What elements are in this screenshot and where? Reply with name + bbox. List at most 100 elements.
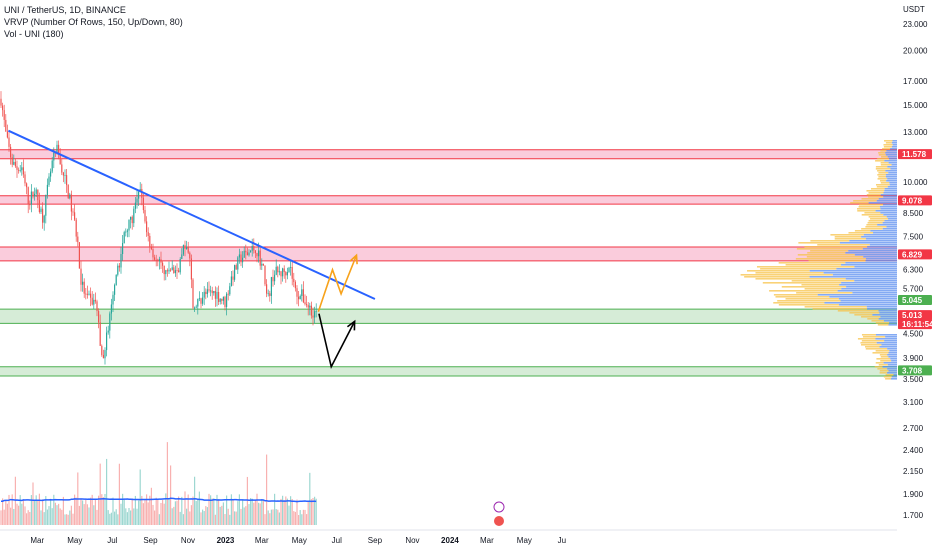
- vp-row-down: [885, 174, 897, 176]
- candle-body: [157, 259, 159, 261]
- price-label-bg-4: [898, 310, 932, 321]
- candle-body: [216, 292, 218, 299]
- vp-row-down: [845, 252, 897, 254]
- volume-bar: [32, 482, 34, 525]
- time-tick-11: 2024: [441, 536, 459, 545]
- vp-row-down: [841, 288, 897, 290]
- vp-row-up: [854, 230, 871, 232]
- vp-row-up: [880, 356, 889, 358]
- vp-row-up: [785, 264, 842, 266]
- vp-row-down: [872, 314, 897, 316]
- volume-bar: [112, 497, 114, 525]
- candle-body: [206, 289, 208, 295]
- price-tick-10: 4.500: [903, 330, 924, 339]
- volume-bar: [131, 498, 133, 525]
- vp-row-up: [865, 226, 887, 228]
- volume-bar: [122, 493, 124, 525]
- volume-bar: [178, 496, 180, 525]
- vp-row-up: [867, 318, 879, 320]
- candle-body: [214, 290, 216, 299]
- candle-body: [43, 215, 45, 223]
- vp-row-up: [857, 210, 876, 212]
- volume-bar: [158, 514, 160, 525]
- price-axis[interactable]: USDT 23.000 20.000 17.000 15.000 13.000 10.000…: [898, 5, 932, 520]
- time-tick-1: May: [67, 536, 82, 545]
- candle-body: [189, 252, 191, 259]
- volume-bar: [80, 498, 82, 525]
- vrvp-indicator-label[interactable]: VRVP (Number Of Rows, 150, Up/Down, 80): [4, 17, 183, 27]
- candle-body: [246, 252, 248, 256]
- candle-body: [155, 259, 157, 261]
- volume-bar: [293, 511, 295, 525]
- volume-bar: [206, 507, 208, 525]
- vp-row-up: [883, 376, 892, 378]
- volume-bar: [126, 512, 128, 525]
- volume-indicator-label[interactable]: Vol - UNI (180): [4, 29, 64, 39]
- price-tick-8: 6.300: [903, 266, 924, 275]
- volume-bar: [238, 494, 240, 525]
- volume-bar: [29, 511, 31, 525]
- candle-body: [10, 146, 12, 158]
- vp-row-up: [868, 216, 887, 218]
- vp-row-up: [871, 320, 884, 322]
- volume-bar: [67, 514, 69, 525]
- volume-bar: [250, 498, 252, 525]
- price-tick-9: 5.700: [903, 285, 924, 294]
- candle-body: [83, 281, 85, 294]
- candle-body: [147, 232, 149, 236]
- volume-bar: [288, 505, 290, 525]
- vp-row-down: [832, 274, 897, 276]
- candle-body: [21, 167, 23, 171]
- candle-body: [3, 110, 5, 120]
- vp-row-down: [883, 192, 897, 194]
- candle-body: [261, 263, 263, 266]
- volume-bar: [38, 493, 40, 525]
- candle-body: [251, 245, 253, 251]
- bearish-projection-arrow: [318, 313, 356, 370]
- vp-row-up: [854, 314, 873, 316]
- candle-body: [40, 208, 42, 213]
- volume-bar: [83, 504, 85, 525]
- vp-row-up: [801, 284, 840, 286]
- candle-body: [37, 189, 39, 201]
- vp-row-down: [824, 302, 897, 304]
- vp-row-down: [873, 232, 897, 234]
- vp-row-down: [891, 164, 897, 166]
- vp-row-down: [881, 344, 897, 346]
- bearish-projection-arrow-head: [346, 319, 356, 331]
- vp-row-down: [836, 268, 897, 270]
- vp-row-down: [878, 198, 897, 200]
- vp-row-down: [869, 244, 897, 246]
- price-tick-3: 15.000: [903, 101, 928, 110]
- flag-event-icon: [494, 516, 504, 526]
- symbol-title[interactable]: UNI / TetherUS, 1D, BINANCE: [4, 5, 126, 15]
- volume-bar: [230, 494, 232, 525]
- volume-bar: [30, 495, 32, 525]
- price-tick-15: 2.400: [903, 446, 924, 455]
- candle-body: [59, 154, 61, 165]
- vp-row-up: [756, 266, 855, 268]
- volume-bar: [117, 514, 119, 525]
- candle-body: [46, 184, 48, 195]
- volume-bar: [232, 500, 234, 525]
- volume-bar: [254, 500, 256, 525]
- candle-body: [208, 289, 210, 291]
- volume-bar: [259, 503, 261, 525]
- vp-row-down: [868, 202, 897, 204]
- volume-bar: [240, 508, 242, 525]
- candle-body: [293, 278, 295, 283]
- volume-bar: [270, 509, 272, 525]
- vp-row-down: [845, 262, 897, 264]
- vp-row-down: [866, 306, 897, 308]
- time-axis[interactable]: Mar May Jul Sep Nov 2023 Mar May Jul Sep Nov 2024 Ma…: [0, 501, 897, 545]
- vp-row-down: [888, 324, 897, 326]
- volume-bar: [243, 507, 245, 525]
- volume-bar: [154, 510, 156, 525]
- vp-row-up: [883, 144, 893, 146]
- candle-body: [200, 298, 202, 304]
- volume-bar: [102, 497, 104, 525]
- descending-trendline: [7, 129, 376, 300]
- volume-bar: [94, 499, 96, 525]
- vp-row-down: [885, 154, 897, 156]
